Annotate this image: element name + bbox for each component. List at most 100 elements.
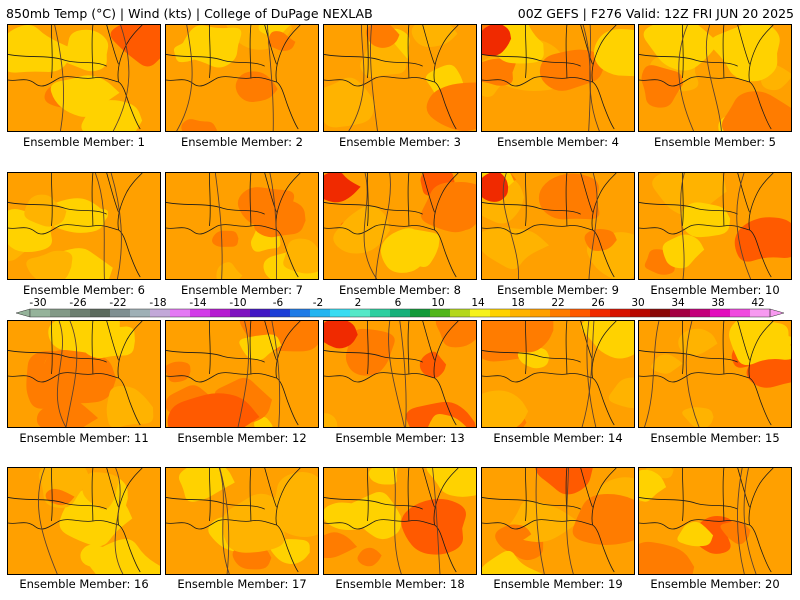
colorbar-segment [30, 309, 51, 317]
ensemble-map-panel-1 [7, 24, 161, 132]
ensemble-member-label: Ensemble Member: 1 [23, 135, 145, 149]
colorbar-segment [630, 309, 651, 317]
colorbar-segment [90, 309, 111, 317]
colorbar-segment [350, 309, 371, 317]
ensemble-member-label: Ensemble Member: 10 [650, 283, 780, 297]
ensemble-map-panel-3 [323, 24, 477, 132]
colorbar-low-arrow [15, 308, 31, 318]
ensemble-member-label: Ensemble Member: 13 [335, 431, 465, 445]
colorbar-segment [610, 309, 631, 317]
colorbar-tick-label: 26 [591, 297, 605, 309]
ensemble-map-panel-6 [7, 172, 161, 280]
ensemble-map-panel-9 [481, 172, 635, 280]
ensemble-member-label: Ensemble Member: 7 [181, 283, 303, 297]
ensemble-member-label: Ensemble Member: 15 [650, 431, 780, 445]
colorbar-segment [690, 309, 711, 317]
colorbar-segment [590, 309, 611, 317]
colorbar-segment [450, 309, 471, 317]
colorbar-segment [150, 309, 171, 317]
ensemble-map-panel-10 [638, 172, 792, 280]
ensemble-member-label: Ensemble Member: 19 [493, 577, 623, 591]
colorbar-tick-label: 22 [551, 297, 564, 309]
colorbar-tick-label: 2 [355, 297, 362, 309]
ensemble-member-label: Ensemble Member: 16 [19, 577, 149, 591]
colorbar-segment [110, 309, 131, 317]
colorbar-segment [370, 309, 391, 317]
colorbar-segment [290, 309, 311, 317]
ensemble-member-label: Ensemble Member: 12 [177, 431, 307, 445]
colorbar-segment [310, 309, 331, 317]
ensemble-member-label: Ensemble Member: 18 [335, 577, 465, 591]
colorbar-segment [130, 309, 151, 317]
ensemble-map-panel-12 [165, 320, 319, 428]
ensemble-map-panel-16 [7, 467, 161, 575]
ensemble-map-panel-15 [638, 320, 792, 428]
ensemble-map-panel-8 [323, 172, 477, 280]
ensemble-map-panel-14 [481, 320, 635, 428]
colorbar-high-arrow [769, 308, 785, 318]
colorbar-tick-label: -18 [149, 297, 166, 309]
ensemble-map-panel-13 [323, 320, 477, 428]
colorbar-tick-label: -6 [273, 297, 284, 309]
colorbar-segment [550, 309, 571, 317]
ensemble-member-label: Ensemble Member: 8 [339, 283, 461, 297]
colorbar-segment [510, 309, 531, 317]
ensemble-member-label: Ensemble Member: 14 [493, 431, 623, 445]
colorbar-segment [650, 309, 671, 317]
colorbar-segment [50, 309, 71, 317]
colorbar-tick-label: -22 [109, 297, 126, 309]
ensemble-member-label: Ensemble Member: 2 [181, 135, 303, 149]
ensemble-member-label: Ensemble Member: 6 [23, 283, 145, 297]
header-title-right: 00Z GEFS | F276 Valid: 12Z FRI JUN 20 20… [517, 6, 794, 21]
ensemble-member-label: Ensemble Member: 5 [654, 135, 776, 149]
colorbar-tick-label: 38 [711, 297, 724, 309]
ensemble-map-panel-20 [638, 467, 792, 575]
colorbar-tick-label: 18 [511, 297, 524, 309]
colorbar-tick-label: -14 [189, 297, 206, 309]
ensemble-member-label: Ensemble Member: 3 [339, 135, 461, 149]
colorbar-tick-label: -26 [69, 297, 86, 309]
ensemble-map-panel-5 [638, 24, 792, 132]
ensemble-map-panel-19 [481, 467, 635, 575]
ensemble-member-label: Ensemble Member: 11 [19, 431, 149, 445]
colorbar-tick-label: 14 [471, 297, 485, 309]
colorbar-segment [570, 309, 591, 317]
colorbar-segment [490, 309, 511, 317]
ensemble-member-label: Ensemble Member: 20 [650, 577, 780, 591]
colorbar-tick-label: -2 [313, 297, 323, 309]
ensemble-map-panel-2 [165, 24, 319, 132]
colorbar-tick-label: 42 [751, 297, 764, 309]
ensemble-member-label: Ensemble Member: 4 [497, 135, 619, 149]
ensemble-map-panel-4 [481, 24, 635, 132]
colorbar-segment [670, 309, 691, 317]
ensemble-member-label: Ensemble Member: 9 [497, 283, 619, 297]
colorbar-segment [530, 309, 551, 317]
ensemble-map-panel-11 [7, 320, 161, 428]
colorbar-segment [470, 309, 491, 317]
colorbar-segment [710, 309, 731, 317]
ensemble-map-panel-18 [323, 467, 477, 575]
colorbar-segment [210, 309, 231, 317]
colorbar-segment [230, 309, 251, 317]
colorbar-segment [270, 309, 291, 317]
colorbar-tick-label: 10 [431, 297, 444, 309]
colorbar-segment [430, 309, 451, 317]
ensemble-map-panel-17 [165, 467, 319, 575]
colorbar-tick-label: -30 [29, 297, 46, 309]
colorbar-tick-label: 30 [631, 297, 644, 309]
colorbar-tick-label: 6 [395, 297, 402, 309]
colorbar-segment [250, 309, 271, 317]
header-title-left: 850mb Temp (°C) | Wind (kts) | College o… [6, 6, 373, 21]
colorbar-segment [190, 309, 211, 317]
colorbar-tick-label: 34 [671, 297, 685, 309]
colorbar-segment [390, 309, 411, 317]
colorbar-tick-label: -10 [229, 297, 246, 309]
temperature-colorbar: -30 -26 -22 -18 -14 -10 -6 -2 2 6 10 14 18 22 26 30 34 38… [15, 297, 785, 318]
colorbar-segment [170, 309, 191, 317]
colorbar-segment [410, 309, 431, 317]
colorbar-segment [330, 309, 351, 317]
ensemble-member-label: Ensemble Member: 17 [177, 577, 307, 591]
colorbar-segment [750, 309, 771, 317]
colorbar-segment [70, 309, 91, 317]
ensemble-map-panel-7 [165, 172, 319, 280]
